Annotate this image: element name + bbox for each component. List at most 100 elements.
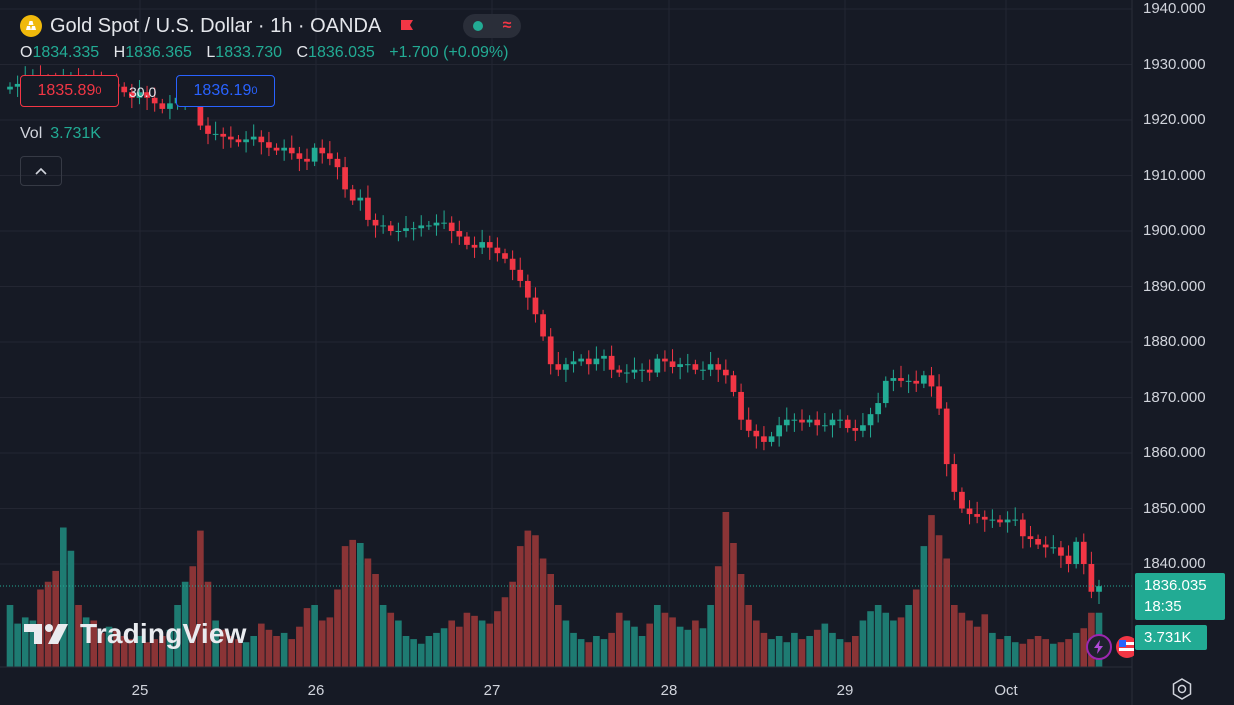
candle-body bbox=[875, 403, 882, 415]
volume-legend[interactable]: Vol 3.731K bbox=[20, 125, 101, 143]
volume-bar bbox=[524, 530, 532, 667]
volume-bar bbox=[478, 620, 486, 667]
candle-body bbox=[814, 419, 821, 426]
candle-body bbox=[220, 133, 227, 137]
volume-bar bbox=[1080, 628, 1088, 667]
volume-bar bbox=[737, 574, 745, 667]
candle-body bbox=[1027, 536, 1034, 540]
price-tick-label: 1870.000 bbox=[1143, 388, 1206, 406]
candle-body bbox=[380, 225, 387, 227]
candle-body bbox=[425, 225, 432, 227]
volume-bar bbox=[250, 636, 257, 667]
volume-bar bbox=[791, 632, 798, 667]
candle-body bbox=[997, 519, 1003, 523]
volume-bar bbox=[555, 605, 562, 667]
candle-body bbox=[981, 516, 988, 520]
candle-body bbox=[258, 136, 265, 143]
volume-bar bbox=[235, 639, 242, 667]
candle-body bbox=[563, 364, 569, 370]
gold-bars-icon bbox=[20, 15, 42, 37]
candle-body bbox=[494, 247, 501, 254]
volume-bars bbox=[6, 512, 1103, 667]
symbol-header[interactable]: Gold Spot / U.S. Dollar · 1h · OANDA ≈ bbox=[20, 12, 522, 40]
candle-body bbox=[288, 147, 295, 154]
volume-bar bbox=[890, 620, 897, 667]
candle-body bbox=[266, 142, 272, 148]
market-status-pill[interactable]: ≈ bbox=[463, 14, 522, 38]
volume-bar bbox=[745, 605, 752, 667]
volume-bar bbox=[798, 639, 806, 667]
candle-body bbox=[829, 419, 836, 426]
volume-bar bbox=[813, 629, 821, 667]
volume-bar bbox=[456, 626, 463, 667]
candle-body bbox=[905, 380, 912, 382]
volume-bar bbox=[989, 632, 996, 667]
volume-bar bbox=[1072, 632, 1080, 667]
candle-body bbox=[319, 147, 326, 154]
volume-bar bbox=[159, 636, 166, 667]
volume-bar bbox=[372, 574, 379, 667]
volume-bar bbox=[669, 617, 676, 667]
volume-bar bbox=[532, 535, 539, 667]
candle-body bbox=[304, 158, 310, 162]
candle-body bbox=[1088, 564, 1095, 592]
candle-body bbox=[372, 219, 379, 226]
volume-bar bbox=[600, 639, 608, 667]
time-tick-label: 28 bbox=[660, 682, 678, 699]
candle-body bbox=[662, 358, 668, 362]
event-flag-icon[interactable] bbox=[1114, 634, 1134, 660]
volume-bar bbox=[539, 558, 547, 667]
volume-bar bbox=[410, 639, 417, 667]
volume-bar bbox=[996, 639, 1004, 667]
volume-bar bbox=[273, 636, 280, 667]
volume-bar bbox=[829, 632, 836, 667]
volume-bar bbox=[920, 546, 928, 667]
volume-bar bbox=[509, 581, 516, 667]
candle-body bbox=[623, 372, 630, 374]
volume-bar bbox=[52, 570, 59, 667]
candle-body bbox=[578, 358, 585, 362]
volume-bar bbox=[951, 605, 958, 667]
volume-bar bbox=[341, 546, 349, 667]
candle-body bbox=[860, 425, 866, 431]
tradingview-logo-text: TradingView bbox=[80, 618, 247, 649]
candle-body bbox=[715, 364, 722, 370]
chart-grid bbox=[0, 0, 1132, 667]
candle-body bbox=[365, 197, 371, 220]
settings-gear-icon[interactable] bbox=[1171, 678, 1193, 700]
sell-button[interactable]: 1835.89 0 bbox=[20, 75, 119, 107]
collapse-legend-button[interactable] bbox=[20, 156, 62, 186]
volume-bar bbox=[547, 574, 554, 667]
volume-bar bbox=[844, 642, 851, 667]
volume-bar bbox=[90, 620, 98, 667]
wave-icon: ≈ bbox=[502, 17, 512, 34]
event-lightning-icon[interactable] bbox=[1086, 634, 1112, 660]
buy-price: 1836.19 bbox=[193, 82, 252, 99]
volume-bar bbox=[448, 620, 455, 667]
volume-bar bbox=[585, 642, 593, 667]
flag-icon[interactable] bbox=[399, 18, 415, 34]
high-value: 1836.365 bbox=[125, 44, 192, 61]
volume-value: 3.731K bbox=[50, 125, 101, 142]
last-price-label: 1836.035 18:35 bbox=[1135, 573, 1225, 620]
buy-button[interactable]: 1836.19 0 bbox=[176, 75, 275, 107]
volume-bar bbox=[1011, 642, 1019, 667]
candle-body bbox=[1019, 519, 1026, 537]
volume-bar bbox=[973, 626, 981, 667]
volume-bar bbox=[311, 605, 318, 667]
volume-bar bbox=[730, 543, 737, 667]
candle-body bbox=[456, 231, 463, 237]
candle-body bbox=[890, 378, 897, 381]
volume-bar bbox=[852, 636, 859, 667]
symbol-title: Gold Spot / U.S. Dollar · 1h · OANDA bbox=[50, 14, 382, 37]
candle-body bbox=[1080, 541, 1087, 564]
candle-body bbox=[913, 380, 920, 384]
buy-price-pip: 0 bbox=[251, 85, 258, 97]
tradingview-logo[interactable]: TradingView bbox=[22, 618, 247, 650]
candle-body bbox=[418, 225, 425, 229]
candle-body bbox=[616, 369, 623, 373]
candle-body bbox=[7, 86, 13, 90]
high-label: H bbox=[113, 44, 126, 61]
candle-body bbox=[136, 92, 143, 98]
